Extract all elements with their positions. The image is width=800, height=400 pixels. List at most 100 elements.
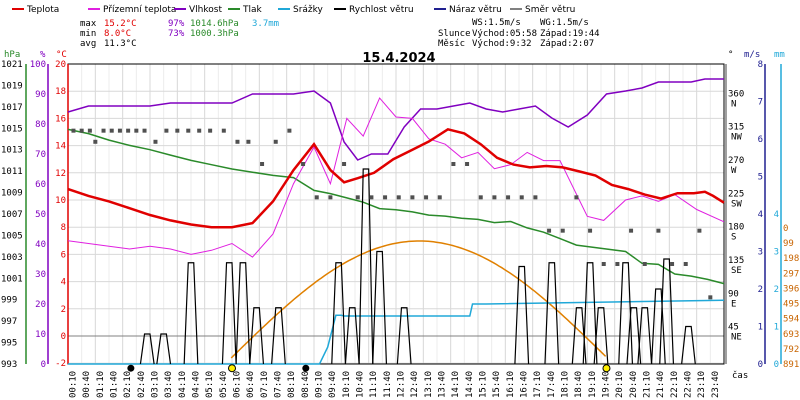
precip-scale-label: 1 xyxy=(774,323,779,333)
stat-avg-temp: 11.3°C xyxy=(104,39,137,49)
stat-row-label: min xyxy=(80,29,96,39)
x-tick-label: 05:40 xyxy=(219,371,229,398)
wind-direction-mark xyxy=(615,262,620,266)
x-tick-label: 07:10 xyxy=(260,371,270,398)
wind-direction-mark xyxy=(547,228,552,233)
wind-direction-mark xyxy=(656,228,661,233)
degc-tick-label: 20 xyxy=(55,60,66,70)
wind-direction-mark xyxy=(437,195,442,200)
deg-tick-label: 180 xyxy=(728,223,744,233)
wind-speed-mark xyxy=(659,258,675,365)
wind-direction-mark xyxy=(71,128,76,133)
wind-direction-mark xyxy=(260,162,265,166)
degc-tick-label: 16 xyxy=(55,114,66,124)
x-tick-label: 16:40 xyxy=(520,371,530,398)
pct-axis-title: % xyxy=(40,50,46,60)
degc-tick-label: 2 xyxy=(61,305,66,315)
x-tick-label: 17:10 xyxy=(533,371,543,398)
wind-speed-mark xyxy=(344,307,360,365)
ms-tick-label: 8 xyxy=(758,60,763,70)
wind-speed-mark xyxy=(396,307,412,365)
x-tick-label: 09:40 xyxy=(328,371,338,398)
info-ws: WS:1.5m/s xyxy=(472,18,521,28)
mm-tick-label: 495 xyxy=(783,300,799,310)
hpa-tick-label: 1009 xyxy=(1,189,23,199)
x-tick-label: 13:40 xyxy=(438,371,448,398)
ms-tick-label: 3 xyxy=(758,248,763,258)
deg-tick-label: 225 xyxy=(728,189,744,199)
info-sunrise: Východ:05:58 xyxy=(472,29,537,39)
x-tick-label: 04:40 xyxy=(192,371,202,398)
wind-direction-mark xyxy=(93,139,98,144)
hpa-tick-label: 1005 xyxy=(1,231,23,241)
x-tick-label: 23:10 xyxy=(697,371,707,398)
x-tick-label: 07:40 xyxy=(274,371,284,398)
wind-direction-mark xyxy=(369,195,374,200)
hpa-tick-label: 1013 xyxy=(1,146,23,156)
wind-direction-mark xyxy=(683,262,688,266)
x-tick-label: 14:40 xyxy=(465,371,475,398)
deg-tick-label: 270 xyxy=(728,156,744,166)
legend-label-precip: Srážky xyxy=(293,5,324,15)
legend-label-dir: Směr větru xyxy=(525,5,575,15)
degc-tick-label: 0 xyxy=(61,332,66,342)
hpa-tick-label: 1021 xyxy=(1,60,23,70)
pct-tick-label: 40 xyxy=(35,240,46,250)
wind-direction-mark xyxy=(208,128,213,133)
pct-tick-label: 50 xyxy=(35,210,46,220)
legend-label-pressure: Tlak xyxy=(242,5,263,15)
compass-dir-label: W xyxy=(731,166,737,176)
mm-tick-label: 792 xyxy=(783,345,799,355)
wind-direction-mark xyxy=(287,128,292,133)
deg-tick-label: 315 xyxy=(728,123,744,133)
wind-direction-mark xyxy=(235,139,240,144)
compass-dir-label: N xyxy=(731,99,736,109)
wind-direction-mark xyxy=(109,128,114,133)
moon-event-dot xyxy=(127,364,135,372)
mm-tick-label: 0 xyxy=(783,224,788,234)
compass-dir-label: NW xyxy=(731,133,742,143)
hpa-tick-label: 1019 xyxy=(1,81,23,91)
humidity-line xyxy=(67,78,724,161)
x-tick-label: 08:40 xyxy=(301,371,311,398)
hpa-tick-label: 1007 xyxy=(1,210,23,220)
x-tick-label: 00:40 xyxy=(82,371,92,398)
degc-tick-label: 8 xyxy=(61,223,66,233)
x-tick-label: 06:40 xyxy=(246,371,256,398)
x-tick-label: 19:10 xyxy=(588,371,598,398)
compass-dir-label: SE xyxy=(731,266,742,276)
degc-tick-label: 4 xyxy=(61,278,66,288)
wind-speed-mark xyxy=(582,262,598,365)
legend-label-gust: Náraz větru xyxy=(449,5,502,15)
compass-dir-label: NE xyxy=(731,333,742,343)
precipitation-line xyxy=(68,299,725,365)
x-tick-label: 15:40 xyxy=(492,371,502,398)
legend-label-temp: Teplota xyxy=(26,5,59,15)
mm-tick-label: 396 xyxy=(783,284,799,294)
hpa-tick-label: 1017 xyxy=(1,103,23,113)
mm-tick-label: 198 xyxy=(783,254,799,264)
wind-direction-mark xyxy=(186,128,191,133)
info-moon-label: Měsíc xyxy=(438,39,465,49)
pct-tick-label: 0 xyxy=(41,360,46,370)
legend-label-feels: Přízemní teplota xyxy=(103,5,176,15)
wind-direction-mark xyxy=(410,195,415,200)
compass-dir-label: E xyxy=(731,299,736,309)
wind-direction-mark xyxy=(273,139,278,144)
hpa-tick-label: 993 xyxy=(1,360,17,370)
x-tick-label: 18:10 xyxy=(561,371,571,398)
wind-direction-mark xyxy=(197,128,202,133)
wind-speed-mark xyxy=(183,262,199,365)
pct-tick-label: 80 xyxy=(35,120,46,130)
wind-direction-mark xyxy=(314,195,319,200)
wind-speed-mark xyxy=(235,262,251,365)
precip-scale-label: 4 xyxy=(774,210,779,220)
wind-speed-mark xyxy=(331,262,347,365)
moon-event-dot xyxy=(302,364,310,372)
info-moonset: Západ:2:07 xyxy=(540,39,594,49)
x-tick-label: 18:40 xyxy=(574,371,584,398)
x-tick-label: 01:40 xyxy=(110,371,120,398)
wind-direction-mark xyxy=(246,139,251,144)
wind-direction-mark xyxy=(142,128,147,133)
